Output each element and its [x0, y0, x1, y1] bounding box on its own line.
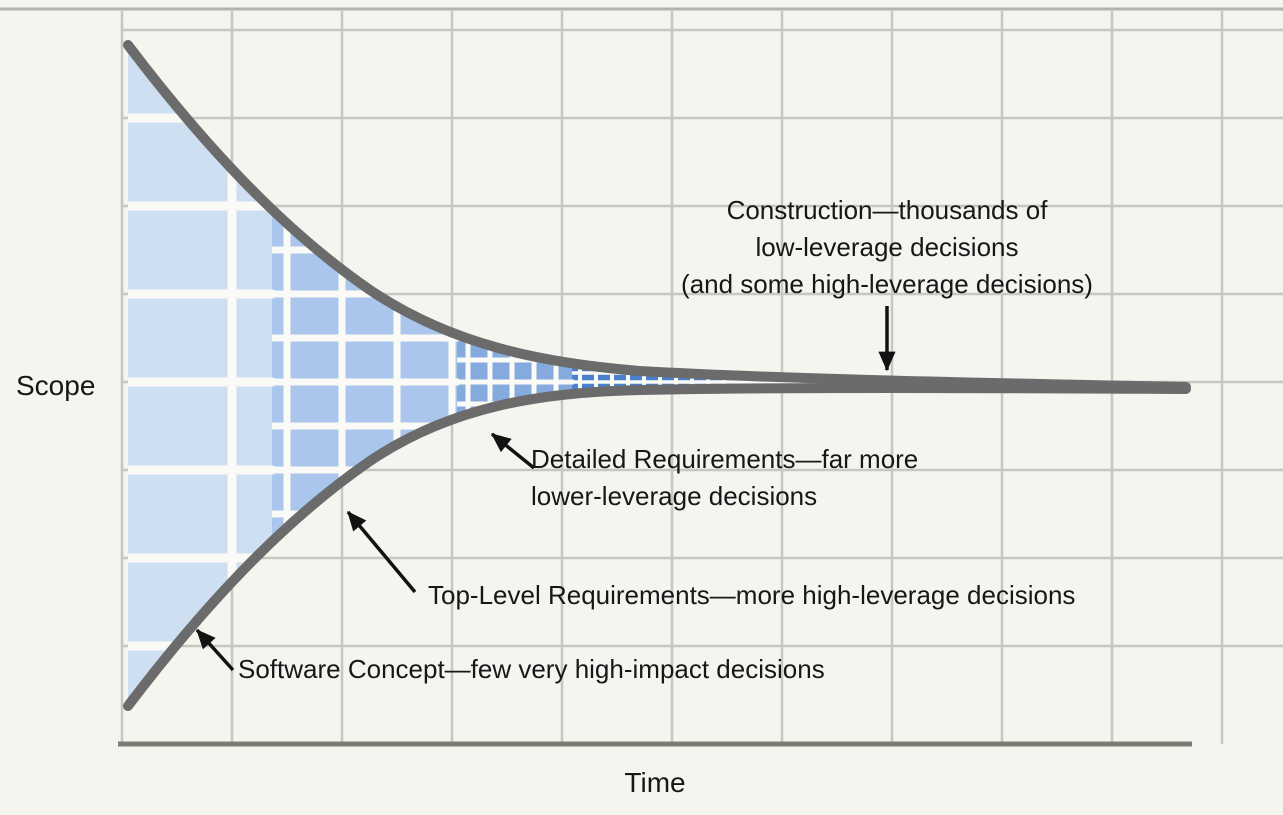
top-level-requirements-arrow — [346, 510, 417, 594]
software-concept-annotation: Software Concept—few very high-impact de… — [238, 654, 825, 684]
y-axis-label: Scope — [16, 370, 96, 401]
funnel-section-toplevel — [272, 45, 457, 706]
construction-annotation-line2: low-leverage decisions — [755, 232, 1019, 262]
detailed-requirements-arrow — [490, 432, 536, 470]
detailed-requirements-line2: lower-leverage decisions — [531, 481, 818, 511]
software-concept-arrow — [195, 628, 235, 672]
construction-annotation-line3: (and some high-leverage decisions) — [681, 269, 1093, 299]
funnel-outline-top — [123, 40, 1191, 392]
construction-annotation: Construction—thousands of low-leverage d… — [637, 192, 1137, 303]
detailed-requirements-line1: Detailed Requirements—far more — [531, 444, 919, 474]
detailed-requirements-annotation: Detailed Requirements—far more lower-lev… — [531, 441, 918, 515]
top-level-requirements-annotation: Top-Level Requirements—more high-leverag… — [428, 580, 1076, 610]
funnel-outline-bottom — [123, 383, 1191, 711]
construction-annotation-line1: Construction—thousands of — [726, 195, 1048, 225]
x-axis-label: Time — [624, 767, 686, 798]
